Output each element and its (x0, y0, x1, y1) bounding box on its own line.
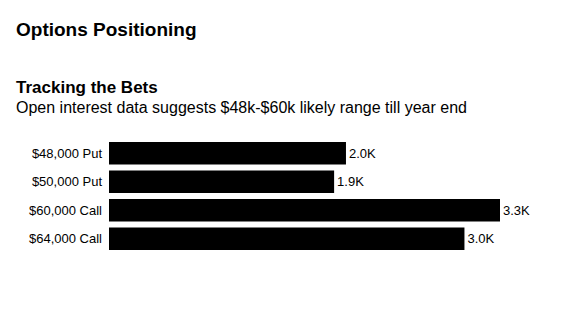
svg-text:$50,000 Put: $50,000 Put (32, 174, 103, 189)
svg-text:$60,000 Call: $60,000 Call (29, 203, 102, 218)
svg-text:2.0K: 2.0K (349, 146, 376, 161)
svg-text:$64,000 Call: $64,000 Call (29, 231, 102, 246)
svg-text:Options Positioning: Options Positioning (16, 19, 196, 40)
svg-text:Open interest data suggests $4: Open interest data suggests $48k-$60k li… (16, 99, 467, 116)
svg-text:Tracking the Bets: Tracking the Bets (16, 78, 158, 97)
svg-text:$48,000 Put: $48,000 Put (32, 146, 103, 161)
svg-text:3.0K: 3.0K (467, 231, 494, 246)
svg-text:1.9K: 1.9K (337, 174, 364, 189)
svg-text:3.3K: 3.3K (503, 203, 530, 218)
